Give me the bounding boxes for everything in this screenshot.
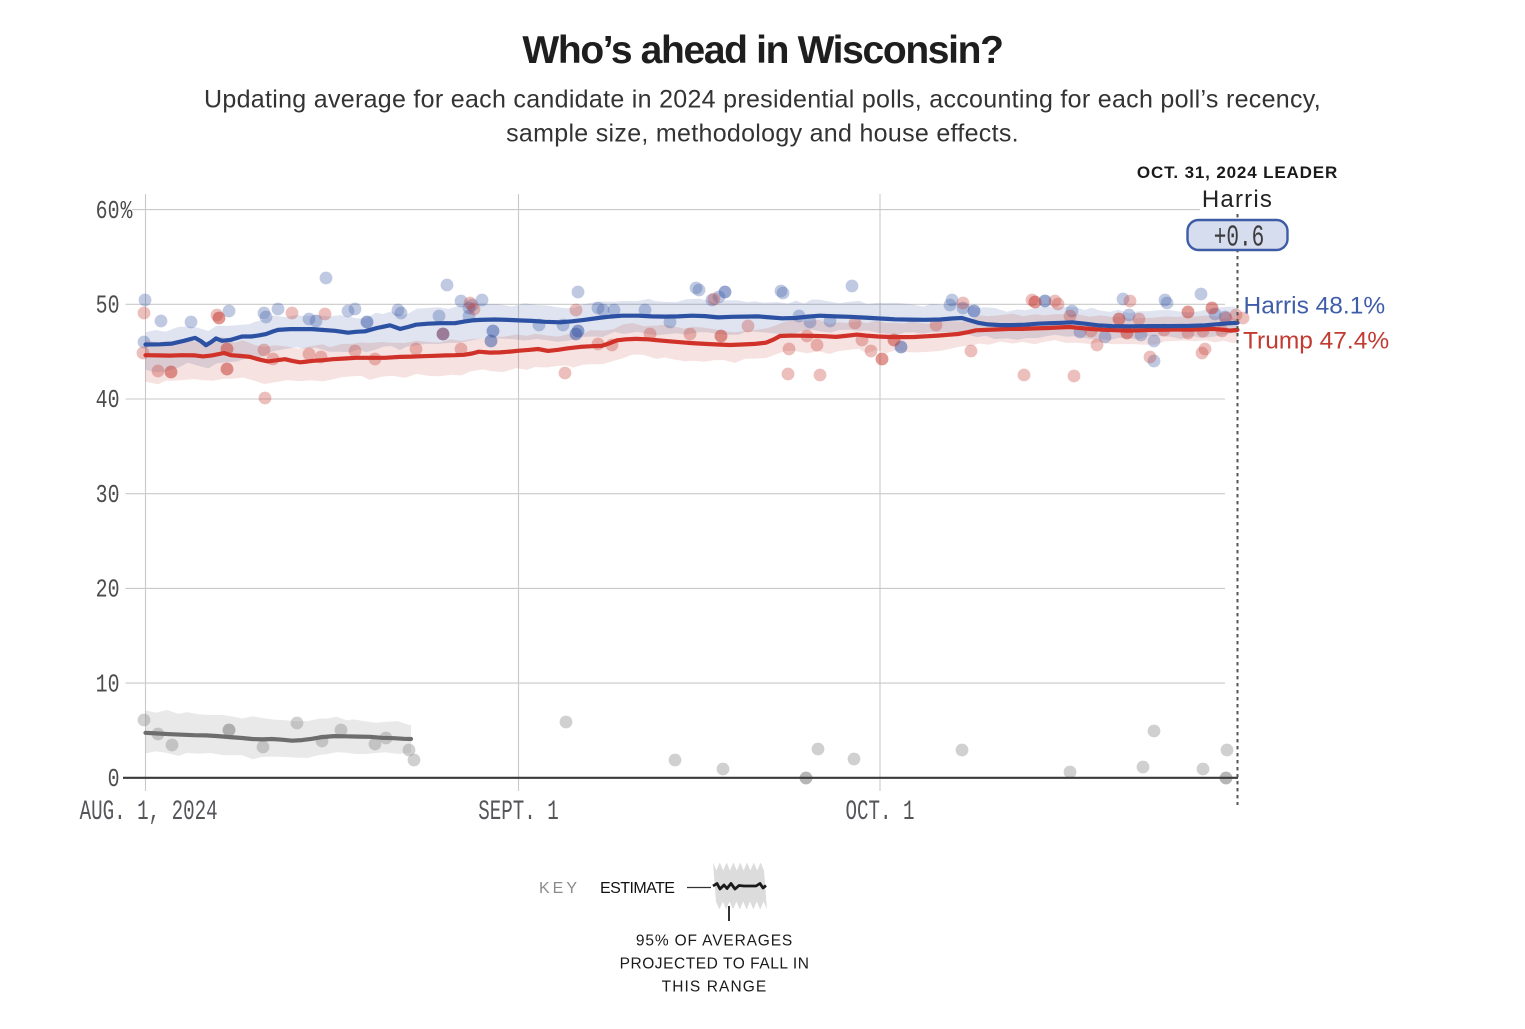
svg-text:95% OF AVERAGES: 95% OF AVERAGES	[636, 933, 793, 950]
svg-text:Trump 47.4%: Trump 47.4%	[1243, 328, 1389, 355]
svg-text:ESTIMATE: ESTIMATE	[600, 880, 674, 897]
svg-text:sample size, methodology and h: sample size, methodology and house effec…	[506, 120, 1019, 148]
svg-text:Updating average for each cand: Updating average for each candidate in 2…	[204, 86, 1321, 114]
svg-text:Who’s ahead in Wisconsin?: Who’s ahead in Wisconsin?	[522, 29, 1002, 72]
svg-text:30: 30	[96, 481, 120, 510]
svg-text:Harris 48.1%: Harris 48.1%	[1244, 293, 1386, 320]
svg-text:50: 50	[96, 291, 120, 320]
svg-text:KEY: KEY	[539, 880, 580, 897]
svg-text:60: 60	[96, 197, 120, 226]
svg-text:+0.6: +0.6	[1214, 220, 1265, 255]
svg-text:PROJECTED TO FALL IN: PROJECTED TO FALL IN	[620, 956, 810, 973]
svg-text:%: %	[121, 197, 133, 226]
svg-text:SEPT. 1: SEPT. 1	[478, 797, 558, 828]
svg-text:0: 0	[108, 765, 120, 794]
svg-text:10: 10	[96, 670, 120, 699]
svg-text:40: 40	[96, 386, 120, 415]
svg-text:THIS RANGE: THIS RANGE	[662, 979, 768, 996]
svg-text:OCT. 1: OCT. 1	[846, 797, 915, 828]
svg-text:OCT. 31, 2024 LEADER: OCT. 31, 2024 LEADER	[1137, 163, 1338, 182]
svg-text:Harris: Harris	[1202, 186, 1273, 213]
svg-text:AUG. 1, 2024: AUG. 1, 2024	[80, 797, 218, 828]
svg-text:20: 20	[96, 575, 120, 604]
